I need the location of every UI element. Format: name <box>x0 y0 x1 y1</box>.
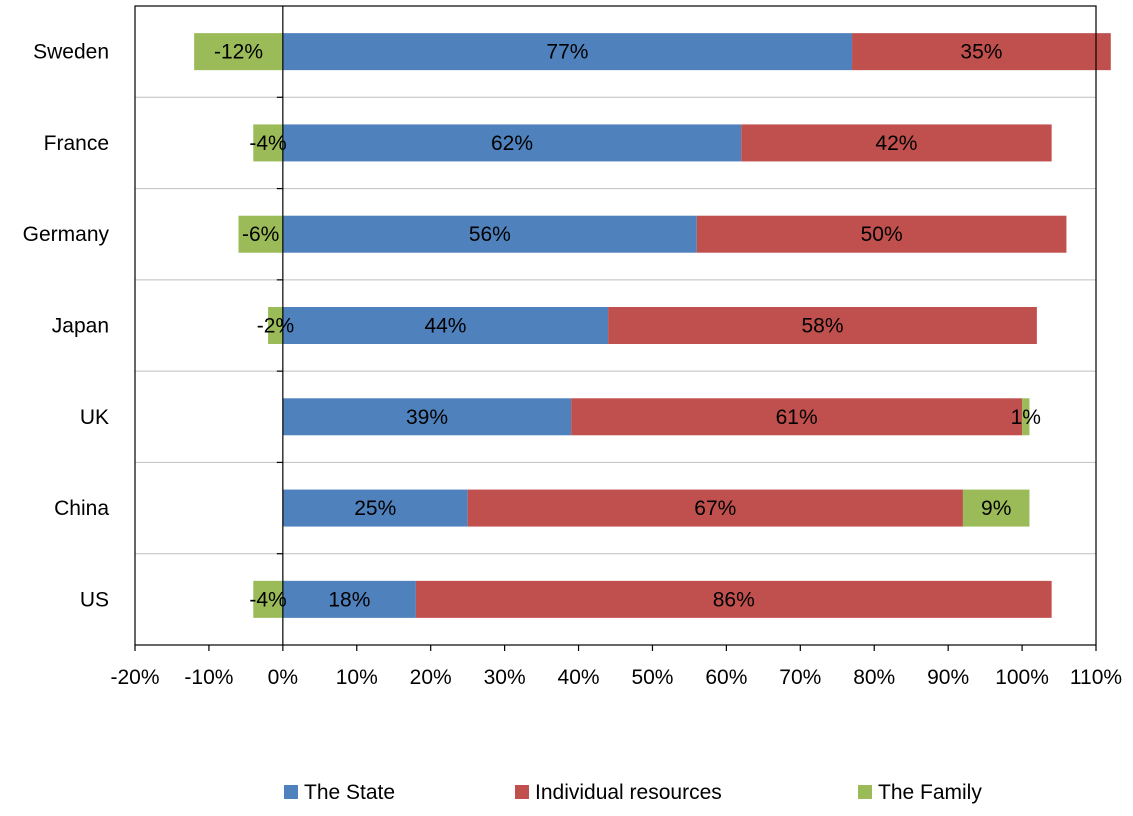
bar-individual-resources-france <box>741 124 1052 162</box>
bar-the-state-sweden <box>282 33 853 71</box>
bar-the-state-france <box>282 124 742 162</box>
grid-layer <box>135 96 1096 555</box>
bar-the-state-germany <box>282 215 697 253</box>
legend-label-the-state: The State <box>304 781 395 804</box>
x-tick-label: 50% <box>631 666 673 689</box>
bar-individual-resources-sweden <box>852 33 1111 71</box>
bar-the-family-china <box>962 489 1030 527</box>
data-label-the-state-sweden: 77% <box>546 41 588 64</box>
data-label-the-family-france: -4% <box>249 132 286 155</box>
bar-the-family-germany <box>238 215 283 253</box>
x-tick-label: 110% <box>1070 666 1122 689</box>
category-label: Sweden <box>33 41 109 64</box>
data-label-the-state-germany: 56% <box>469 223 511 246</box>
legend-swatch-the-state <box>284 785 298 799</box>
data-label-individual-resources-germany: 50% <box>861 223 903 246</box>
x-tick-label: 100% <box>995 666 1049 689</box>
x-tick-label: 0% <box>268 666 298 689</box>
data-label-individual-resources-japan: 58% <box>801 315 843 338</box>
x-tick-label: 40% <box>558 666 600 689</box>
data-label-the-family-sweden: -12% <box>214 41 263 64</box>
legend-swatch-individual-resources <box>515 785 529 799</box>
x-tick-label: -10% <box>184 666 233 689</box>
data-label-the-family-germany: -6% <box>242 223 279 246</box>
bar-individual-resources-china <box>467 489 963 527</box>
bar-the-family-us <box>253 580 283 618</box>
x-tick-label: 10% <box>336 666 378 689</box>
category-label: Japan <box>52 315 109 338</box>
data-label-individual-resources-france: 42% <box>875 132 917 155</box>
bar-the-family-sweden <box>194 33 283 71</box>
bar-individual-resources-uk <box>571 398 1023 436</box>
data-label-individual-resources-uk: 61% <box>776 406 818 429</box>
plot-frame <box>134 5 1097 646</box>
labels-layer: 77% 35% -12% 62% 42% -4% 56% 50% -6% 44% 58% -2% 39%… <box>214 41 1041 612</box>
x-tick-label: 30% <box>484 666 526 689</box>
bar-the-family-france <box>253 124 283 162</box>
x-tick-label: 20% <box>410 666 452 689</box>
axis-layer: Sweden France Germany Japan UK China US -20% -10… <box>23 5 1122 689</box>
data-label-the-state-china: 25% <box>354 497 396 520</box>
bar-individual-resources-us <box>415 580 1052 618</box>
data-label-the-family-uk: 1% <box>1011 406 1041 429</box>
category-label: France <box>44 132 109 155</box>
bars-layer <box>194 33 1111 618</box>
data-label-individual-resources-china: 67% <box>694 497 736 520</box>
data-label-the-family-japan: -2% <box>257 315 294 338</box>
bar-the-state-us <box>282 580 416 618</box>
x-tick-label: 60% <box>705 666 747 689</box>
category-label: US <box>80 588 109 611</box>
data-label-individual-resources-sweden: 35% <box>960 41 1002 64</box>
x-tick-label: -20% <box>110 666 159 689</box>
bar-individual-resources-germany <box>696 215 1067 253</box>
data-label-the-state-france: 62% <box>491 132 533 155</box>
category-label: China <box>54 497 109 520</box>
bar-the-family-uk <box>1022 398 1030 436</box>
bar-individual-resources-japan <box>608 307 1037 344</box>
data-label-the-state-us: 18% <box>328 588 370 611</box>
bar-the-state-uk <box>282 398 572 436</box>
x-tick-label: 90% <box>927 666 969 689</box>
bar-the-family-japan <box>268 307 283 344</box>
bar-the-state-japan <box>282 307 609 344</box>
data-label-the-family-us: -4% <box>249 588 286 611</box>
x-tick-label: 70% <box>779 666 821 689</box>
data-label-the-state-japan: 44% <box>424 315 466 338</box>
data-label-individual-resources-us: 86% <box>713 588 755 611</box>
legend-label-individual-resources: Individual resources <box>535 781 722 804</box>
legend-swatch-the-family <box>858 785 872 799</box>
data-label-the-state-uk: 39% <box>406 406 448 429</box>
legend-label-the-family: The Family <box>878 781 982 804</box>
legend: The State Individual resources The Family <box>284 781 982 804</box>
x-tick-label: 80% <box>853 666 895 689</box>
data-label-the-family-china: 9% <box>981 497 1011 520</box>
category-label: Germany <box>23 223 110 246</box>
bar-the-state-china <box>282 489 468 527</box>
category-label: UK <box>80 406 109 429</box>
